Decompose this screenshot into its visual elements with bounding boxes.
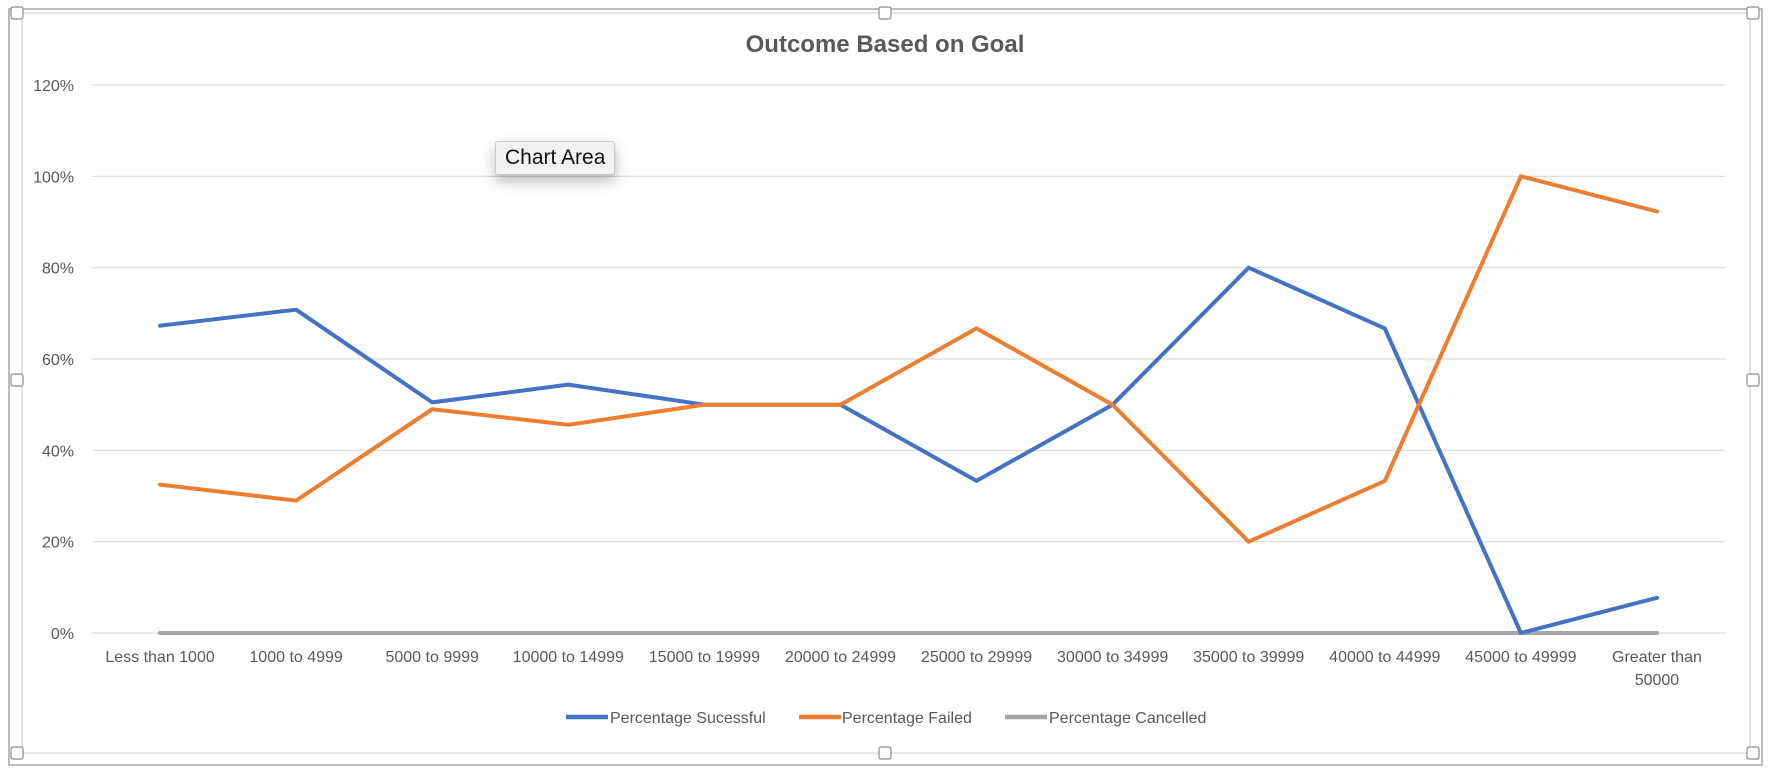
resize-handles[interactable] (10, 6, 1760, 760)
selection-frame-inner (21, 12, 1751, 754)
x-tick-label: 1000 to 4999 (249, 649, 343, 666)
x-tick-label: 20000 to 24999 (785, 649, 896, 666)
x-tick-label: 5000 to 9999 (385, 649, 479, 666)
x-tick-label: 35000 to 39999 (1193, 649, 1304, 666)
y-tick-label: 20% (42, 535, 74, 552)
x-axis-tick-labels: Less than 1000 1000 to 4999 5000 to 9999 10… (105, 649, 1702, 689)
resize-handle[interactable] (10, 746, 24, 760)
resize-handle[interactable] (10, 6, 24, 20)
x-tick-label: 15000 to 19999 (649, 649, 760, 666)
x-tick-label: 50000 (1635, 672, 1680, 689)
plot-series[interactable] (158, 174, 1659, 635)
x-tick-label: 45000 to 49999 (1465, 649, 1576, 666)
x-tick-label: 30000 to 34999 (1057, 649, 1168, 666)
x-tick-label: 40000 to 44999 (1329, 649, 1440, 666)
resize-handle[interactable] (10, 373, 24, 387)
chart-title: Outcome Based on Goal (746, 31, 1025, 58)
legend[interactable]: Percentage Sucessful Percentage Failed Per… (566, 710, 1206, 727)
y-tick-label: 60% (42, 352, 74, 369)
chart-area-tooltip: Chart Area (495, 141, 616, 175)
series-line-percentage-sucessful[interactable] (158, 265, 1659, 635)
x-tick-label: 25000 to 29999 (921, 649, 1032, 666)
y-tick-label: 80% (42, 261, 74, 278)
x-tick-label: Greater than (1612, 649, 1702, 666)
resize-handle[interactable] (878, 746, 892, 760)
series-line-percentage-failed[interactable] (158, 174, 1659, 544)
resize-handle[interactable] (1746, 373, 1760, 387)
legend-label-percentage-cancelled: Percentage Cancelled (1049, 710, 1206, 727)
resize-handle[interactable] (1746, 6, 1760, 20)
y-tick-label: 120% (33, 78, 74, 95)
y-tick-label: 0% (51, 626, 74, 643)
y-tick-label: 100% (33, 169, 74, 186)
resize-handle[interactable] (1746, 746, 1760, 760)
x-tick-label: 10000 to 14999 (513, 649, 624, 666)
gridlines (92, 84, 1725, 634)
resize-handle[interactable] (878, 6, 892, 20)
legend-label-percentage-sucessful: Percentage Sucessful (610, 710, 766, 727)
y-axis-tick-labels: 0% 20% 40% 60% 80% 100% 120% (33, 78, 74, 643)
legend-label-percentage-failed: Percentage Failed (842, 710, 972, 727)
x-tick-label: Less than 1000 (105, 649, 215, 666)
y-tick-label: 40% (42, 443, 74, 460)
